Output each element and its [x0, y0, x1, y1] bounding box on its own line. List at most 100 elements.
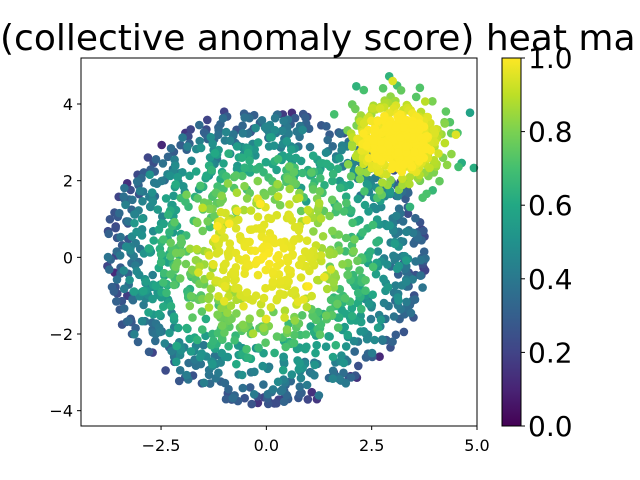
- scatter-point: [175, 274, 185, 283]
- scatter-point: [116, 232, 125, 242]
- scatter-point: [289, 167, 299, 177]
- scatter-point: [196, 359, 206, 369]
- scatter-point: [360, 200, 370, 210]
- scatter-point: [391, 330, 401, 340]
- scatter-point: [333, 299, 342, 309]
- scatter-point: [245, 314, 254, 324]
- colorbar-frame: [501, 57, 522, 427]
- scatter-point: [238, 383, 248, 393]
- scatter-point: [373, 247, 383, 256]
- scatter-point: [238, 171, 247, 181]
- scatter-point: [144, 244, 154, 253]
- scatter-point: [223, 179, 233, 188]
- scatter-point: [343, 270, 352, 280]
- scatter-point: [198, 226, 207, 236]
- scatter-point: [198, 325, 207, 334]
- scatter-point: [242, 194, 252, 203]
- scatter-point: [154, 225, 164, 234]
- scatter-point: [394, 296, 403, 305]
- scatter-point: [194, 268, 203, 277]
- scatter-point: [237, 153, 247, 162]
- scatter-point: [349, 246, 359, 256]
- scatter-point: [239, 302, 248, 311]
- scatter-point: [366, 314, 376, 324]
- scatter-point: [378, 335, 387, 344]
- scatter-point: [195, 352, 205, 362]
- scatter-point: [273, 179, 282, 189]
- scatter-point: [230, 336, 239, 345]
- scatter-point: [391, 123, 401, 132]
- scatter-point: [322, 284, 332, 294]
- scatter-point: [309, 227, 318, 236]
- scatter-point: [247, 399, 256, 409]
- scatter-point: [408, 120, 418, 129]
- scatter-point: [356, 327, 365, 336]
- scatter-point: [328, 352, 338, 362]
- scatter-point: [240, 163, 249, 172]
- scatter-point: [279, 352, 289, 362]
- scatter-point: [325, 211, 334, 221]
- scatter-point: [341, 192, 351, 201]
- scatter-point: [362, 334, 372, 344]
- scatter-point: [339, 207, 349, 216]
- scatter-point: [379, 298, 389, 308]
- colorbar-tick-label: 0.8: [528, 116, 573, 149]
- scatter-point: [173, 323, 183, 333]
- scatter-point: [119, 192, 128, 201]
- scatter-point: [196, 181, 205, 191]
- scatter-point: [105, 265, 114, 274]
- scatter-point: [251, 123, 260, 133]
- scatter-point: [151, 281, 161, 291]
- scatter-point: [419, 247, 429, 256]
- scatter-point: [253, 270, 263, 280]
- scatter-point: [347, 311, 357, 321]
- scatter-point: [401, 142, 411, 151]
- scatter-point: [389, 312, 399, 321]
- plot-area-frame: [80, 57, 478, 427]
- scatter-point: [214, 247, 224, 256]
- scatter-point: [262, 314, 271, 324]
- scatter-point: [220, 233, 229, 242]
- scatter-point: [402, 297, 411, 307]
- scatter-point: [280, 306, 290, 316]
- scatter-point: [376, 315, 386, 325]
- colorbar-tick-label: 0.2: [528, 336, 573, 369]
- scatter-point: [350, 347, 360, 356]
- scatter-point: [328, 169, 338, 179]
- scatter-point: [403, 209, 413, 218]
- scatter-point: [172, 357, 181, 367]
- scatter-point: [147, 188, 157, 197]
- scatter-point: [348, 218, 357, 228]
- scatter-point: [224, 219, 234, 228]
- scatter-point: [319, 272, 329, 282]
- scatter-point: [257, 116, 267, 125]
- scatter-point: [176, 239, 186, 248]
- scatter-point: [204, 251, 214, 260]
- scatter-point: [201, 314, 211, 324]
- scatter-point: [270, 125, 280, 135]
- scatter-point: [295, 358, 304, 368]
- scatter-point: [308, 185, 318, 194]
- scatter-point: [245, 237, 254, 247]
- scatter-point: [233, 283, 243, 293]
- scatter-point: [193, 194, 202, 203]
- scatter-point: [385, 221, 395, 230]
- scatter-point: [307, 291, 317, 301]
- scatter-point: [416, 255, 426, 265]
- scatter-point: [148, 270, 157, 280]
- scatter-point: [328, 366, 338, 376]
- scatter-point: [124, 316, 133, 326]
- scatter-point: [380, 111, 389, 121]
- scatter-point: [174, 376, 184, 386]
- scatter-point: [376, 202, 386, 212]
- scatter-point: [178, 133, 187, 142]
- scatter-point: [283, 265, 293, 274]
- scatter-point: [156, 327, 165, 337]
- scatter-point: [158, 159, 168, 168]
- scatter-point: [301, 330, 311, 339]
- scatter-point: [368, 262, 378, 272]
- scatter-point: [393, 191, 403, 201]
- scatter-point: [232, 206, 242, 216]
- scatter-point: [314, 391, 324, 400]
